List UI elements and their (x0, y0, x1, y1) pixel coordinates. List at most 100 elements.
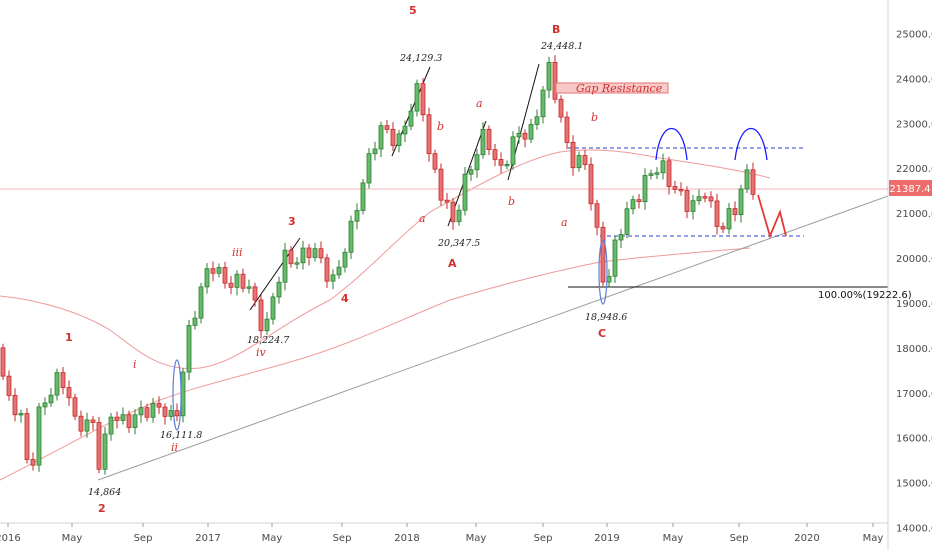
candle-body (696, 196, 702, 202)
x-tick-label: Sep (134, 533, 153, 544)
candle-body (534, 116, 540, 125)
wave-A: A (448, 257, 457, 270)
candle-body (102, 433, 108, 470)
candle-body (54, 372, 60, 396)
candle-body (660, 160, 666, 174)
candle-body (84, 419, 90, 432)
gap-resistance-zone (555, 82, 669, 94)
candle-body (96, 422, 102, 470)
candle-body (90, 419, 96, 423)
candle-body (606, 275, 612, 283)
candle-body (24, 413, 30, 460)
candle-body (18, 413, 24, 416)
candle-body (186, 325, 192, 373)
candle-body (396, 133, 402, 146)
candle-body (282, 249, 288, 283)
wave-1: 1 (65, 331, 73, 344)
candle-body (654, 172, 660, 175)
candle-body (126, 414, 132, 428)
candle-body (594, 203, 600, 228)
trend-lines (97, 63, 889, 481)
candle-body (384, 125, 390, 130)
wave-5: 5 (409, 4, 417, 17)
candle-body (648, 173, 654, 176)
candle-body (726, 208, 732, 230)
candle-body (210, 268, 216, 274)
candle-body (702, 196, 708, 199)
candle-body (528, 124, 534, 140)
candle-body (642, 175, 648, 203)
gap-resistance-label: Gap Resistance (576, 82, 663, 95)
candle-body (624, 208, 630, 235)
candle-body (732, 208, 738, 215)
candle-body (240, 273, 246, 289)
candle-body (198, 286, 204, 319)
val-16111: 16,111.8 (160, 430, 202, 441)
candle-body (390, 128, 396, 146)
candle-body (360, 182, 366, 211)
current-price-tag (889, 180, 932, 196)
wave-2: 2 (98, 502, 106, 515)
candle-body (708, 196, 714, 202)
low-highlight-ellipse (598, 239, 608, 305)
ma-fast (0, 149, 771, 370)
candle-body (714, 200, 720, 227)
wave-4: 4 (341, 292, 349, 305)
val-14864: 14,864 (88, 487, 121, 498)
wave-i: i (133, 358, 137, 371)
x-tick-label: 2019 (594, 533, 619, 544)
candle-body (546, 62, 552, 91)
low-highlight-ellipse (172, 359, 182, 431)
y-tick-label: 23000.0 (896, 119, 932, 130)
candle-body (678, 189, 684, 192)
candle-body (336, 266, 342, 276)
ma-slow (0, 247, 751, 481)
candle-body (618, 234, 624, 241)
candle-body (426, 114, 432, 155)
candle-body (366, 153, 372, 184)
x-tick-label: 2017 (195, 533, 220, 544)
candle-body (666, 160, 672, 187)
candle-body (234, 273, 240, 288)
val-18224: 18,224.7 (247, 335, 290, 346)
candle-body (66, 387, 72, 399)
candle-body (582, 155, 588, 165)
long-trendline (97, 195, 889, 481)
y-tick-label: 16000.0 (896, 434, 932, 445)
candle-body (354, 210, 360, 222)
candle-body (672, 186, 678, 190)
candle-body (324, 257, 330, 282)
candle-body (228, 282, 234, 288)
y-tick-label: 17000.0 (896, 389, 932, 400)
x-tick-label: Sep (730, 533, 749, 544)
candle-body (432, 153, 438, 170)
candle-body (738, 188, 744, 215)
x-tick-label: Sep (333, 533, 352, 544)
candle-body (684, 189, 690, 212)
candle-body (156, 403, 162, 408)
candle-body (612, 239, 618, 277)
candles (0, 55, 756, 475)
wave-a-3: a (561, 216, 568, 229)
x-tick-label: Sep (534, 533, 553, 544)
candle-body (750, 169, 756, 195)
candle-body (0, 347, 6, 377)
candle-body (420, 83, 426, 116)
x-tick-label: May (663, 533, 684, 544)
y-tick-label: 24000.0 (896, 74, 932, 85)
fib-label: 100.00%(19222.6) (818, 290, 912, 301)
y-tick-label: 14000.0 (896, 523, 932, 534)
x-tick-label: May (466, 533, 487, 544)
candle-body (162, 406, 168, 417)
y-tick-label: 15000.0 (896, 479, 932, 490)
candle-body (540, 89, 546, 118)
x-tick-label: 2020 (794, 533, 819, 544)
candle-body (222, 267, 228, 284)
candle-body (72, 397, 78, 417)
candle-body (480, 128, 486, 156)
candle-body (174, 410, 180, 417)
candle-body (276, 281, 282, 298)
y-tick-label: 19000.0 (896, 299, 932, 310)
candle-body (468, 169, 474, 175)
candle-body (36, 406, 42, 466)
